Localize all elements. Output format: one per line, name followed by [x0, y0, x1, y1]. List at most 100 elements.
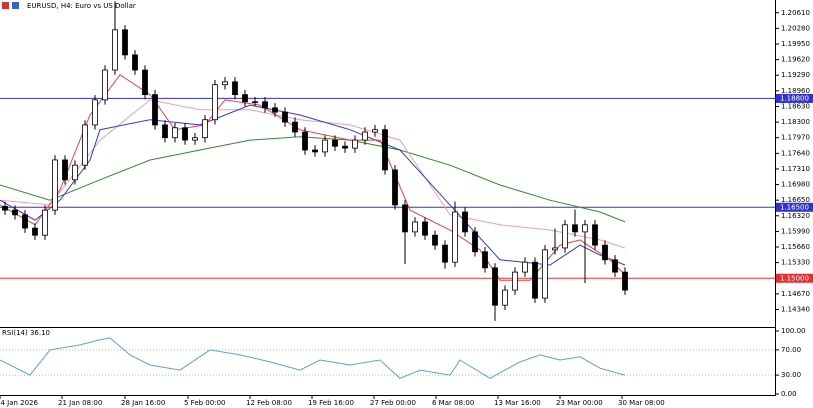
- candle-body: [452, 211, 458, 263]
- candle-body: [512, 271, 518, 291]
- y-tick-label: 1.15660: [781, 243, 810, 251]
- x-tick-label: 12 Feb 08:00: [246, 399, 292, 407]
- candle-body: [162, 124, 168, 139]
- y-tick-label: 1.16650: [781, 196, 810, 204]
- candle-body: [32, 227, 38, 236]
- x-tick-label: 14 Jan 2026: [0, 399, 39, 407]
- candle-body: [572, 224, 578, 233]
- candle-body: [292, 121, 298, 133]
- candle-body: [402, 204, 408, 233]
- y-tick-label: 1.16980: [781, 181, 810, 189]
- y-tick-label: 1.18960: [781, 87, 810, 95]
- candle-body: [472, 231, 478, 253]
- x-tick-label: 30 Mar 08:00: [618, 399, 665, 407]
- y-tick-label: 1.19950: [781, 40, 810, 48]
- candle-body: [492, 267, 498, 306]
- candle-body: [12, 209, 18, 216]
- indicator-title: RSI(14) 36.10: [2, 329, 50, 337]
- candle-body: [392, 169, 398, 206]
- y-tick-label: 1.20610: [781, 9, 810, 17]
- price-label-box: [776, 273, 813, 283]
- candle-body: [242, 94, 248, 103]
- y-tick-label: 1.17310: [781, 165, 810, 173]
- chart-title: EURUSD, H4: Euro vs US Dollar: [27, 2, 136, 10]
- candle-body: [382, 129, 388, 171]
- candle-body: [522, 261, 528, 273]
- x-tick-label: 19 Feb 16:00: [308, 399, 354, 407]
- candle-body: [272, 107, 278, 113]
- x-tick-label: 5 Feb 00:00: [184, 399, 225, 407]
- candle-body: [152, 94, 158, 126]
- y-tick-label: 1.15330: [781, 259, 810, 267]
- candle-body: [362, 131, 368, 141]
- candle-body: [342, 145, 348, 149]
- candle-body: [532, 261, 538, 299]
- candle-body: [602, 244, 608, 261]
- price-label: 1.15000: [780, 274, 809, 282]
- candle-body: [22, 214, 28, 229]
- candle-body: [222, 81, 228, 86]
- y-tick-label: 1.18630: [781, 102, 810, 110]
- x-tick-label: 6 Mar 08:00: [432, 399, 474, 407]
- y-tick-label: 1.19290: [781, 71, 810, 79]
- y-tick-label: 1.17640: [781, 149, 810, 157]
- candle-body: [62, 159, 68, 181]
- candle-body: [302, 131, 308, 151]
- candle-body: [562, 224, 568, 249]
- candle-body: [142, 69, 148, 96]
- x-tick-label: 27 Feb 00:00: [370, 399, 416, 407]
- y-tick-label: 70.00: [781, 346, 801, 354]
- icon: [12, 2, 19, 9]
- candle-body: [372, 129, 378, 133]
- candle-body: [82, 124, 88, 166]
- candle-body: [352, 139, 358, 149]
- y-tick-label: 1.14670: [781, 290, 810, 298]
- price-label: 1.18800: [780, 94, 809, 102]
- x-tick-label: 28 Jan 16:00: [121, 399, 165, 407]
- indicator-line: [0, 104, 626, 266]
- candle-body: [442, 244, 448, 263]
- y-tick-label: 30.00: [781, 371, 801, 379]
- candle-body: [622, 271, 628, 291]
- candle-body: [432, 234, 438, 246]
- x-tick-label: 21 Jan 08:00: [58, 399, 102, 407]
- y-tick-label: 100.00: [781, 327, 806, 335]
- candle-body: [312, 149, 318, 153]
- y-tick-label: 1.14340: [781, 305, 810, 313]
- candle-body: [232, 81, 238, 96]
- y-tick-label: 1.15990: [781, 227, 810, 235]
- candle-body: [72, 164, 78, 181]
- y-tick-label: 1.16320: [781, 212, 810, 220]
- candle-body: [122, 29, 128, 56]
- candle-body: [502, 289, 508, 306]
- candle-body: [542, 249, 548, 299]
- candle-body: [172, 127, 178, 139]
- y-tick-label: 1.17970: [781, 134, 810, 142]
- candle-body: [52, 159, 58, 211]
- candle-body: [462, 211, 468, 233]
- candle-body: [262, 101, 268, 109]
- candle-body: [322, 139, 328, 153]
- y-tick-label: 1.20280: [781, 24, 810, 32]
- candle-body: [252, 101, 258, 103]
- price-label-box: [776, 93, 813, 103]
- candle-body: [182, 127, 188, 141]
- candle-body: [592, 224, 598, 246]
- candle-body: [192, 137, 198, 141]
- icon: [2, 2, 9, 9]
- x-tick-label: 13 Mar 16:00: [494, 399, 541, 407]
- candle-body: [102, 69, 108, 101]
- candle-body: [282, 111, 288, 123]
- candle-body: [482, 251, 488, 269]
- candle-body: [552, 247, 558, 251]
- candle-body: [42, 209, 48, 236]
- x-tick-label: 23 Mar 00:00: [556, 399, 603, 407]
- price-label: 1.16500: [780, 203, 809, 211]
- candle-body: [132, 54, 138, 71]
- candle-body: [422, 221, 428, 236]
- candle-body: [332, 139, 338, 147]
- candle-body: [2, 205, 8, 211]
- candle-body: [112, 29, 118, 71]
